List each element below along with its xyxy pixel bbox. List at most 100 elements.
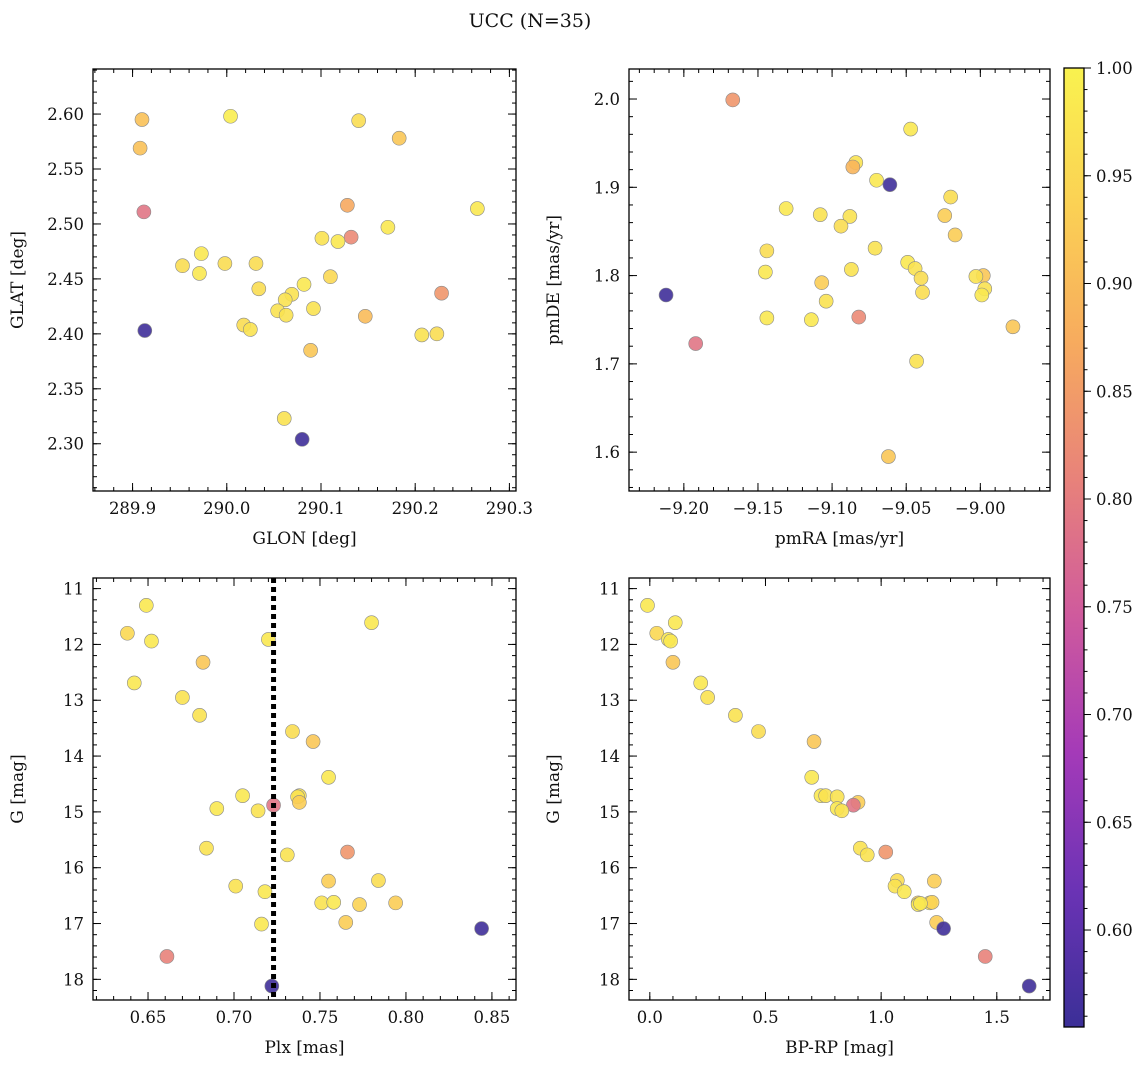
data-point [120,625,135,641]
data-point [833,218,849,234]
data-point [364,615,379,630]
data-point [194,246,209,261]
y-tick-label: 14 [63,747,84,766]
x-tick-label: −9.05 [881,499,932,518]
colorbar-frame [1063,67,1085,1028]
data-point [296,277,312,292]
x-tick-label: −9.15 [733,499,784,518]
panel-plx-g: 0.65 0.70 0.75 0.80 0.85 11 12 13 14 15 16 17 18 Plx … [8,577,517,1058]
data-point [414,327,430,343]
y-tick-label: 2.50 [47,215,84,234]
data-point [292,795,307,810]
data-point [881,449,896,464]
data-point [663,633,678,649]
data-point [896,884,912,900]
colorbar-tick-label: 0.60 [1096,921,1133,940]
data-point [845,159,861,175]
x-axis-label: Plx [mas] [264,1038,344,1058]
y-tick-label: 12 [599,635,620,654]
y-tick-label: 2.40 [47,325,84,344]
data-point [228,878,244,894]
data-point [357,308,373,324]
x-tick-label: −9.10 [807,499,858,518]
y-axis-label: G [mag] [8,754,28,823]
data-point [927,873,942,889]
data-point [303,343,318,358]
y-tick-label: 2.60 [47,105,84,124]
data-point [294,432,310,447]
data-point [254,916,269,932]
data-point [371,873,386,888]
data-point [434,285,449,301]
y-tick-label: 14 [599,747,620,766]
data-point [321,873,336,889]
colorbar-tick-label: 0.95 [1096,167,1133,186]
y-axis-label: GLAT [deg] [8,231,28,329]
y-tick-label: 17 [599,915,620,934]
data-point [474,921,489,936]
data-point [665,654,681,670]
data-point [126,675,142,691]
colorbar-tick-label: 0.75 [1096,598,1133,617]
data-point [859,847,875,863]
data-point [1005,319,1021,335]
data-point [251,281,267,297]
data-point [134,112,150,127]
x-tick-label: 290.0 [203,499,250,518]
data-point [137,323,153,338]
data-point [913,896,928,911]
axes-frame [92,68,517,492]
y-tick-label: 2.30 [47,435,84,454]
x-tick-label: 1.5 [984,1008,1010,1027]
y-tick-label: 11 [599,580,620,599]
data-point [812,207,828,222]
x-axis-label: GLON [deg] [252,529,356,549]
data-point [199,840,214,856]
data-point [243,322,258,337]
colorbar-tick-label: 0.65 [1096,813,1133,832]
data-point [1021,978,1037,994]
colorbar-tick-label: 0.70 [1096,706,1133,725]
y-tick-label: 12 [63,635,84,654]
data-point [968,269,984,284]
data-point [915,285,930,300]
data-point [235,788,250,803]
data-point [903,121,918,137]
panel-pmra-pmde: −9.20 −9.15 −9.10 −9.05 −9.00 1.6 1.7 1.8 1.9 2.0… [544,68,1051,549]
data-point [649,625,665,641]
data-point [277,292,293,308]
panel-glon-glat: 289.9 290.0 290.1 290.2 290.3 2.30 2.35 2.40 2.4… [8,68,533,549]
y-tick-label: 17 [63,915,84,934]
data-point [306,301,321,316]
y-tick-label: 1.6 [594,443,620,462]
data-point [175,258,190,274]
data-point [725,92,741,108]
axes-frame [92,577,517,1001]
data-point [974,287,990,303]
data-point [700,690,715,705]
y-axis-label: G [mag] [544,754,564,823]
y-tick-label: 15 [63,803,84,822]
data-point [842,209,858,224]
data-point [280,847,295,863]
y-tick-label: 18 [599,970,620,989]
y-tick-label: 16 [599,859,620,878]
data-point [844,262,859,277]
y-tick-label: 1.8 [594,267,620,286]
colorbar: 0.60 0.65 0.70 0.75 0.80 0.85 0.90 0.95 1.00 [1063,59,1133,1028]
x-tick-label: 0.5 [752,1008,778,1027]
data-point [248,256,264,271]
y-tick-label: 13 [599,691,620,710]
data-point [759,243,775,259]
y-tick-label: 16 [63,859,84,878]
data-point [159,949,175,964]
data-point [195,654,211,670]
data-point [640,598,655,613]
data-point [913,270,929,286]
data-point [132,140,148,156]
data-point [351,113,366,128]
axes-frame [628,68,1051,492]
data-point [688,336,704,351]
x-tick-label: 0.75 [302,1008,339,1027]
scatter-points [640,598,1037,994]
